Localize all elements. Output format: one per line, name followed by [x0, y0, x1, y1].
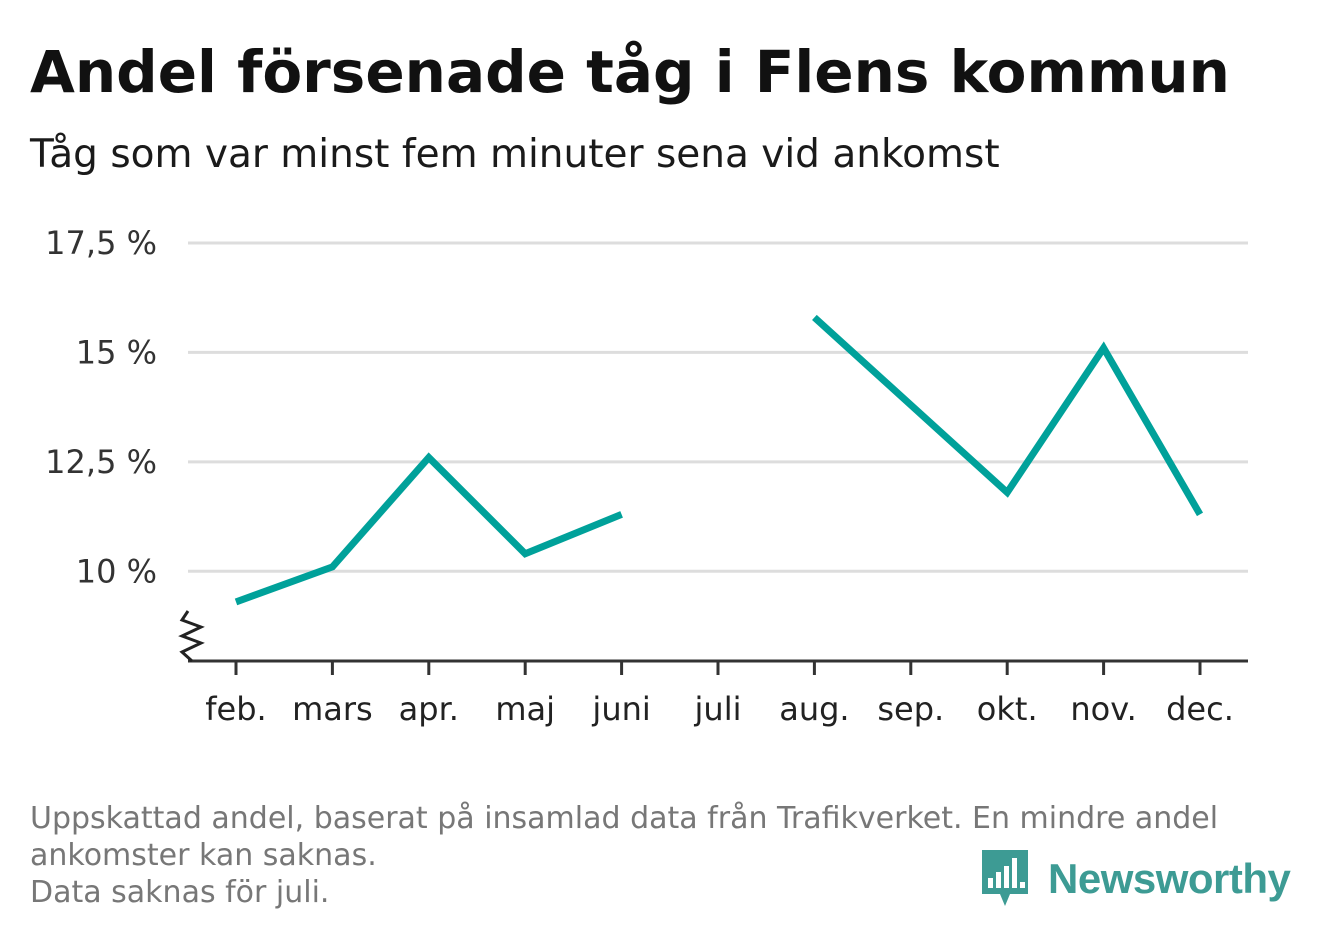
x-tick-label: juli	[694, 690, 742, 728]
x-tick-label: aug.	[779, 690, 849, 728]
brand-logo: Newsworthy	[980, 848, 1291, 910]
x-tick-label: nov.	[1070, 690, 1136, 728]
x-tick-label: apr.	[399, 690, 459, 728]
y-tick-label: 12,5 %	[45, 443, 157, 481]
footnote: Uppskattad andel, baserat på insamlad da…	[30, 800, 1290, 911]
series-line	[234, 452, 623, 606]
y-tick-label: 17,5 %	[45, 224, 157, 262]
x-axis	[178, 610, 1248, 663]
line-chart: 10 % 12,5 % 15 % 17,5 % feb. mars apr. maj juni…	[45, 224, 1248, 728]
chart-title: Andel försenade tåg i Flens kommun	[30, 38, 1230, 106]
gridlines	[188, 241, 1248, 573]
x-tick-label: mars	[292, 690, 373, 728]
series-line	[812, 314, 1204, 517]
footnote-line-2: ankomster kan saknas.	[30, 838, 377, 873]
x-tick-label: dec.	[1166, 690, 1234, 728]
y-tick-label: 10 %	[76, 552, 157, 590]
chart-subtitle: Tåg som var minst fem minuter sena vid a…	[30, 132, 1000, 177]
footnote-line-3: Data saknas för juli.	[30, 875, 330, 910]
series-lines	[234, 314, 1204, 606]
x-tick-label: feb.	[205, 690, 266, 728]
footnote-line-1: Uppskattad andel, baserat på insamlad da…	[30, 801, 1219, 836]
bar-chart-speech-bubble-icon	[982, 850, 1028, 906]
x-tick-label: maj	[495, 690, 555, 728]
x-tick-label: sep.	[877, 690, 944, 728]
y-axis-ticks: 10 % 12,5 % 15 % 17,5 %	[45, 224, 157, 590]
brand-name: Newsworthy	[1048, 855, 1291, 902]
x-tick-label: okt.	[977, 690, 1038, 728]
x-tick-label: juni	[591, 690, 650, 728]
x-axis-ticks: feb. mars apr. maj juni juli aug. sep. okt. nov. d…	[205, 661, 1234, 728]
y-tick-label: 15 %	[76, 333, 157, 371]
axis-break-icon	[178, 610, 205, 663]
